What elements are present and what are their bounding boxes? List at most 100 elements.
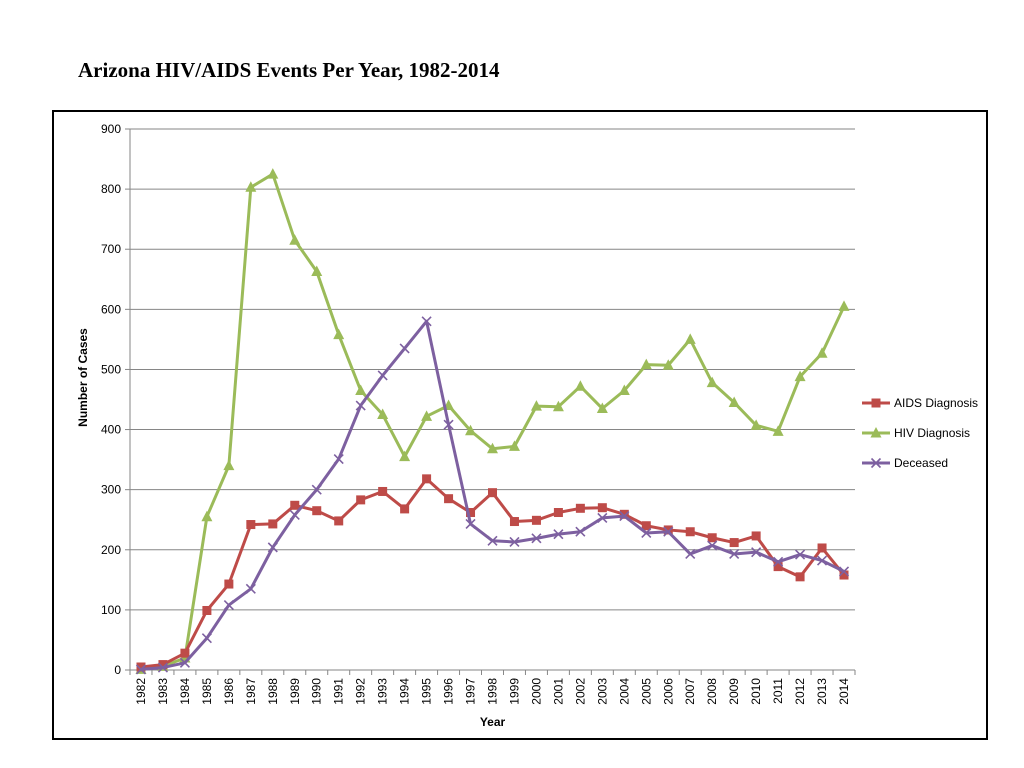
data-point-hiv-diagnosis <box>267 168 279 179</box>
data-point-hiv-diagnosis <box>289 234 301 245</box>
data-point-aids-diagnosis <box>817 543 827 553</box>
y-tick-label: 700 <box>101 242 121 256</box>
x-tick-label: 2005 <box>639 678 653 705</box>
data-point-hiv-diagnosis <box>311 265 323 276</box>
data-point-deceased <box>377 370 388 381</box>
x-axis-title: Year <box>480 715 506 729</box>
series-line-hiv-diagnosis <box>140 172 846 671</box>
x-tick-label: 1996 <box>442 678 456 705</box>
data-point-aids-diagnosis <box>224 579 234 589</box>
line-chart: 0 100 200 300 400 500 600 700 800 900 1982 1983 1984… <box>76 122 978 729</box>
x-tick-label: 1998 <box>486 678 500 705</box>
data-point-aids-diagnosis <box>619 509 629 519</box>
data-point-aids-diagnosis <box>773 562 783 572</box>
page-title: Arizona HIV/AIDS Events Per Year, 1982-2… <box>78 58 500 82</box>
data-point-deceased <box>531 533 542 544</box>
data-point-deceased <box>795 549 806 560</box>
y-tick-label: 900 <box>101 122 121 136</box>
data-point-deceased <box>729 548 740 560</box>
data-point-aids-diagnosis <box>356 495 366 505</box>
data-point-hiv-diagnosis <box>574 380 586 391</box>
x-tick-label: 1983 <box>156 678 170 705</box>
y-tick-label: 0 <box>114 663 121 677</box>
data-point-deceased <box>267 542 278 553</box>
x-tick-label: 1997 <box>464 678 478 705</box>
data-point-deceased <box>663 526 674 537</box>
legend-item-hiv-diagnosis: HIV Diagnosis <box>862 426 970 440</box>
series-group <box>135 168 850 675</box>
x-tick-label: 1991 <box>332 678 346 705</box>
x-tick-label: 2010 <box>749 678 763 705</box>
data-point-aids-diagnosis <box>466 508 476 518</box>
x-tick-label: 2003 <box>595 678 609 705</box>
data-point-hiv-diagnosis <box>552 400 564 412</box>
data-point-aids-diagnosis <box>268 519 278 529</box>
legend-marker <box>870 427 882 438</box>
data-point-deceased <box>641 527 652 539</box>
data-point-hiv-diagnosis <box>508 440 520 451</box>
data-point-deceased <box>443 419 454 430</box>
data-point-deceased <box>487 535 498 546</box>
x-tick-label: 2002 <box>573 678 587 705</box>
data-point-aids-diagnosis <box>422 474 432 484</box>
y-tick-label: 300 <box>101 483 121 497</box>
legend-label: HIV Diagnosis <box>894 426 970 440</box>
data-point-deceased <box>157 662 169 673</box>
legend-label: AIDS Diagnosis <box>894 396 978 410</box>
y-tick-label: 600 <box>101 302 121 316</box>
series-line-aids-diagnosis <box>140 477 846 669</box>
data-point-deceased <box>751 547 762 558</box>
data-point-deceased <box>223 600 234 611</box>
data-point-aids-diagnosis <box>509 517 519 527</box>
data-point-aids-diagnosis <box>488 488 497 498</box>
series-deceased <box>135 316 850 675</box>
legend-item-deceased: Deceased <box>862 456 948 470</box>
data-point-deceased <box>816 555 828 566</box>
data-point-hiv-diagnosis <box>728 396 740 408</box>
x-tick-label: 2006 <box>661 678 675 705</box>
data-point-deceased <box>311 484 322 495</box>
data-point-aids-diagnosis <box>400 504 410 514</box>
data-point-aids-diagnosis <box>180 648 190 658</box>
legend-marker <box>870 457 882 469</box>
data-point-deceased <box>245 583 256 594</box>
data-point-aids-diagnosis <box>751 531 761 541</box>
x-tick-label: 1990 <box>310 678 324 705</box>
data-point-deceased <box>179 657 190 668</box>
data-point-aids-diagnosis <box>312 506 322 516</box>
data-point-aids-diagnosis <box>553 508 563 518</box>
y-tick-label: 100 <box>101 603 121 617</box>
y-tick-label: 500 <box>101 362 121 376</box>
data-point-hiv-diagnosis <box>662 359 674 370</box>
y-tick-label: 200 <box>101 543 121 557</box>
data-point-hiv-diagnosis <box>530 400 542 411</box>
x-tick-label: 1993 <box>376 678 390 705</box>
data-point-aids-diagnosis <box>246 520 256 530</box>
data-point-aids-diagnosis <box>290 500 300 510</box>
data-point-aids-diagnosis <box>641 521 651 531</box>
y-axis-title: Number of Cases <box>76 328 90 427</box>
data-point-aids-diagnosis <box>378 486 388 496</box>
data-point-hiv-diagnosis <box>816 347 828 358</box>
data-point-hiv-diagnosis <box>355 384 367 395</box>
data-point-hiv-diagnosis <box>640 358 652 370</box>
data-point-aids-diagnosis <box>158 660 168 670</box>
x-tick-label: 2008 <box>705 678 719 705</box>
x-tick-label: 1988 <box>266 678 280 705</box>
x-tick-label: 2009 <box>727 678 741 705</box>
data-point-hiv-diagnosis <box>245 181 257 192</box>
data-point-hiv-diagnosis <box>223 459 235 471</box>
data-point-aids-diagnosis <box>444 494 454 504</box>
data-point-hiv-diagnosis <box>794 370 806 382</box>
data-point-hiv-diagnosis <box>399 450 411 462</box>
gridlines <box>130 128 855 611</box>
data-point-aids-diagnosis <box>136 662 146 672</box>
data-point-hiv-diagnosis <box>618 384 630 395</box>
data-point-aids-diagnosis <box>839 570 849 580</box>
data-point-deceased <box>509 536 520 548</box>
data-point-aids-diagnosis <box>575 503 585 513</box>
series-hiv-diagnosis <box>135 168 850 674</box>
chart-frame: 0 100 200 300 400 500 600 700 800 900 1982 1983 1984… <box>52 110 988 740</box>
data-point-deceased <box>685 548 696 560</box>
data-point-aids-diagnosis <box>202 605 212 615</box>
